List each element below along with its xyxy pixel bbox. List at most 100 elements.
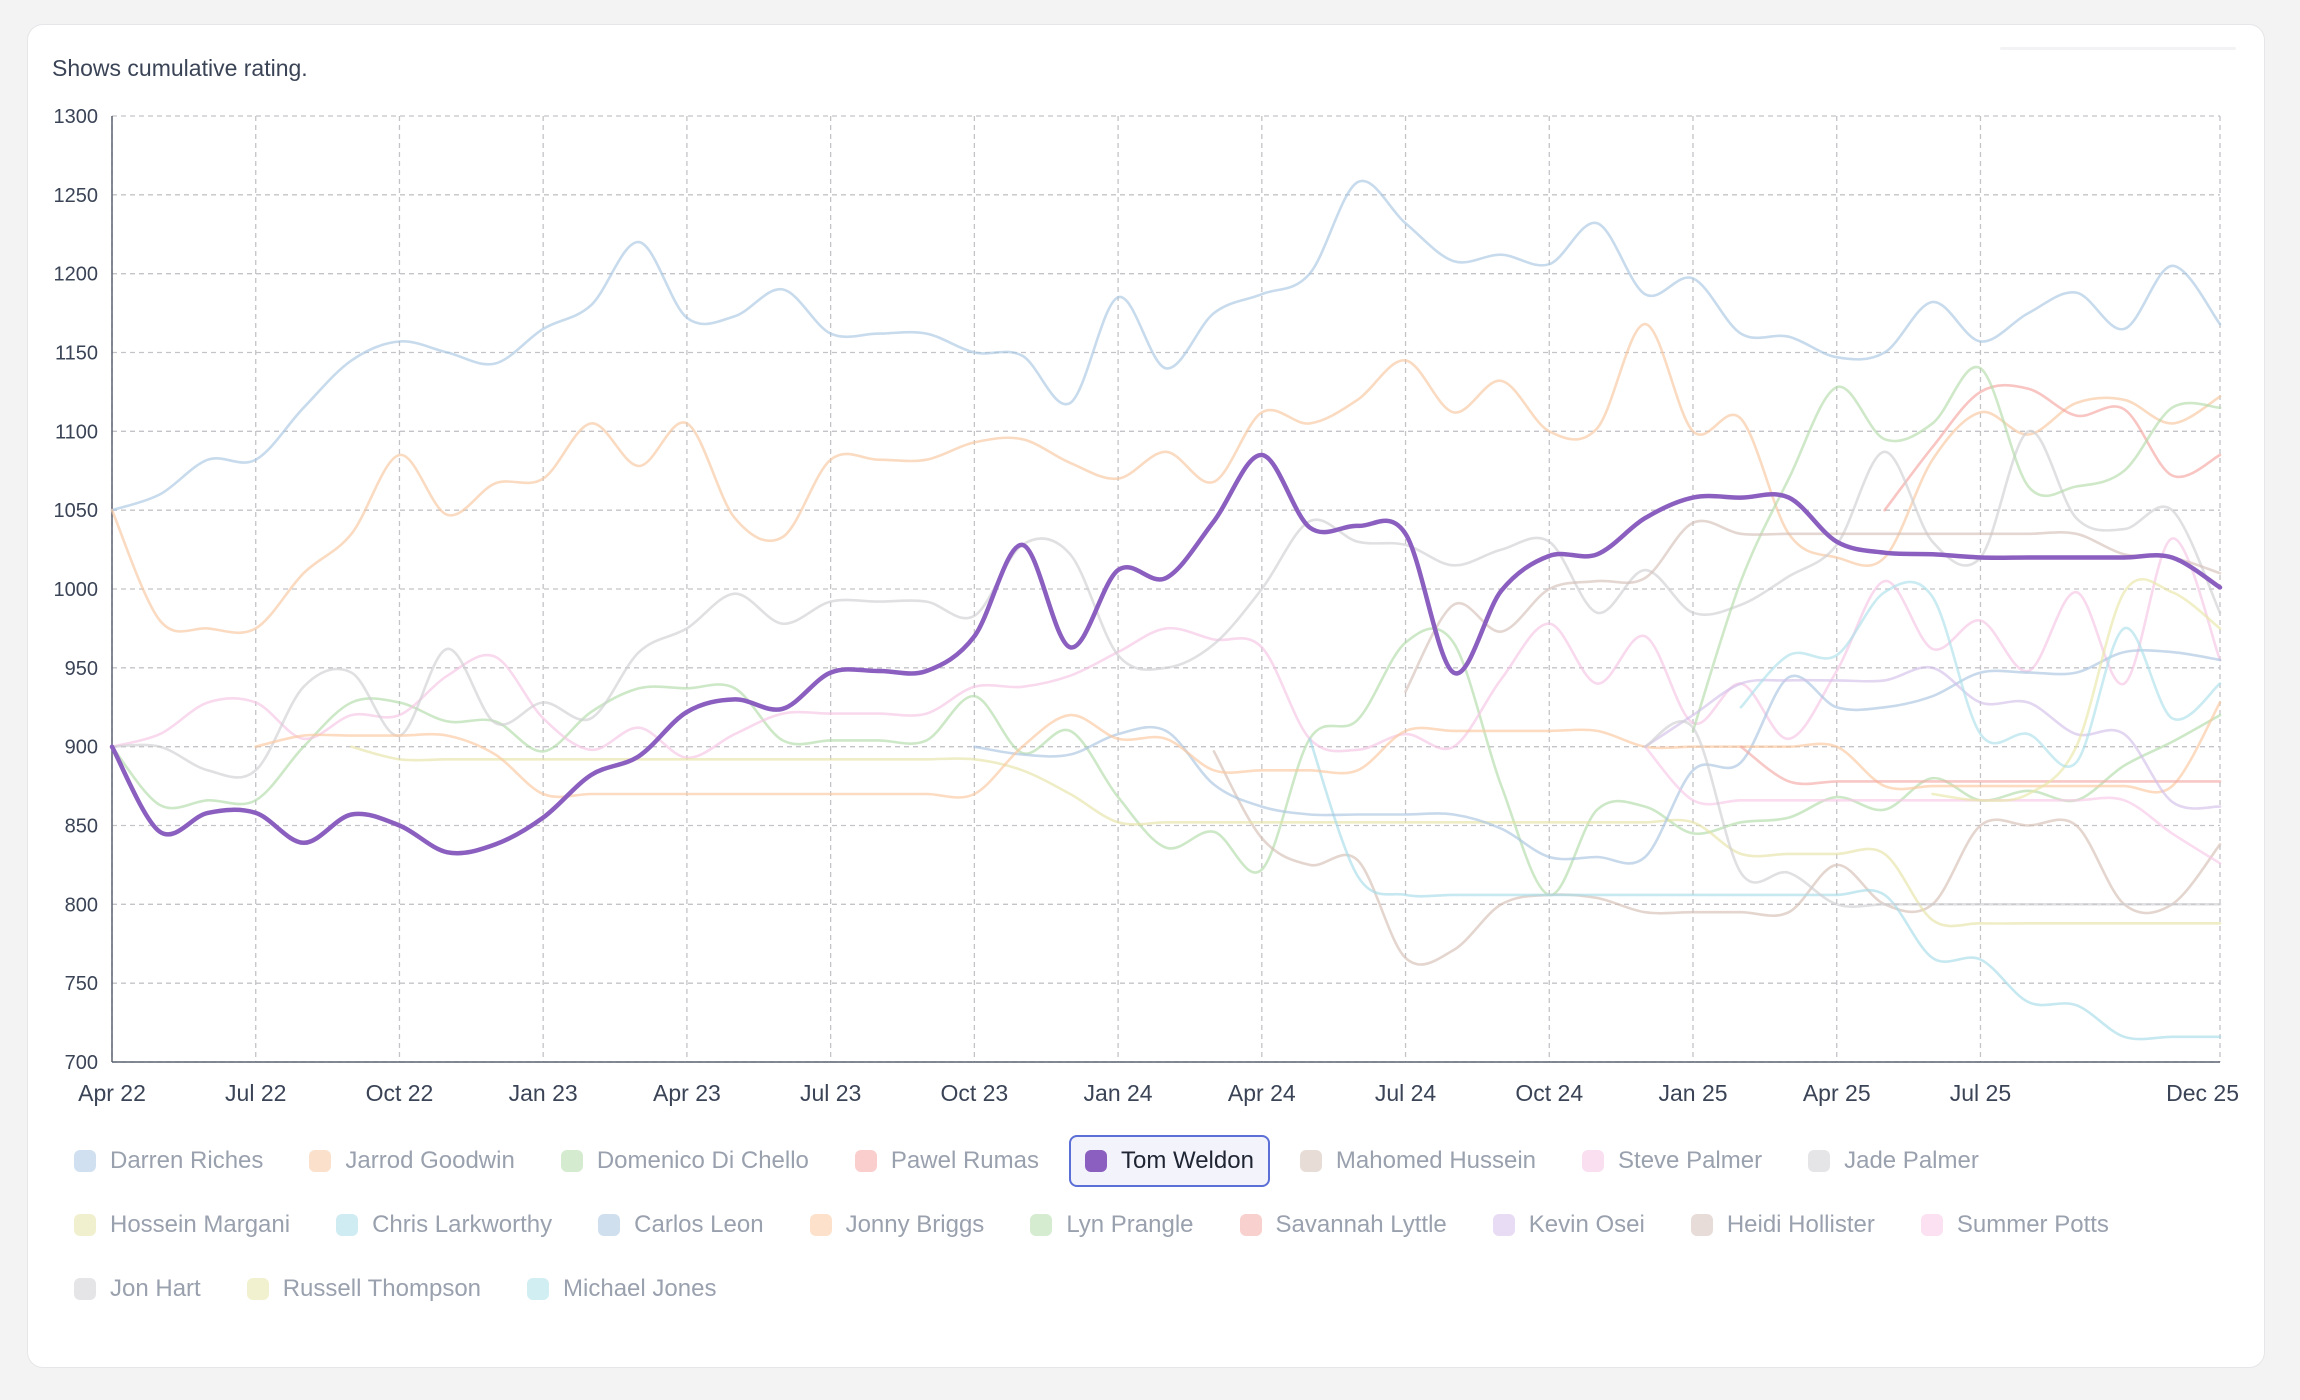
legend-swatch <box>1084 1150 1107 1172</box>
x-tick-label: Apr 22 <box>78 1080 146 1106</box>
series-line-darren-riches <box>110 179 2222 512</box>
series-line-steve-palmer <box>110 537 2222 760</box>
x-tick-label: Oct 24 <box>1515 1080 1583 1106</box>
series-line-hossein-margani <box>350 745 2222 928</box>
legend-swatch <box>1582 1150 1605 1172</box>
legend-item-jade-palmer[interactable]: Jade Palmer <box>1792 1135 1995 1187</box>
x-tick-label: Jul 24 <box>1375 1080 1437 1106</box>
legend-swatch <box>1808 1150 1831 1172</box>
legend-swatch <box>1690 1214 1713 1236</box>
x-tick-label: Jul 23 <box>800 1080 861 1106</box>
x-tick-label: Dec 25 <box>2166 1080 2239 1106</box>
legend-label: Pawel Rumas <box>890 1147 1039 1174</box>
legend-item-tom-weldon[interactable]: Tom Weldon <box>1068 1135 1270 1187</box>
legend-item-mahomed-hussein[interactable]: Mahomed Hussein <box>1284 1135 1552 1187</box>
legend-item-carlos-leon[interactable]: Carlos Leon <box>582 1199 779 1251</box>
series-line-summer-potts <box>1643 745 2222 865</box>
chart-card: Shows cumulative rating. 700 750 800 850 900… <box>27 24 2265 1368</box>
series-line-jade-palmer <box>110 429 2222 779</box>
series-line-tom-weldon <box>109 452 2223 856</box>
legend-label: Kevin Osei <box>1528 1211 1645 1238</box>
legend-swatch <box>809 1214 832 1236</box>
card-top-bar <box>2000 47 2236 50</box>
legend-item-steve-palmer[interactable]: Steve Palmer <box>1566 1135 1778 1187</box>
legend-label: Michael Jones <box>563 1275 717 1302</box>
series-line-jonny-briggs <box>254 701 2222 799</box>
chart-subtitle: Shows cumulative rating. <box>52 55 308 81</box>
x-tick-label: Apr 23 <box>653 1080 721 1106</box>
x-tick-label: Jul 22 <box>225 1080 286 1106</box>
legend-label: Chris Larkworthy <box>372 1211 553 1238</box>
legend-item-lyn-prangle[interactable]: Lyn Prangle <box>1014 1199 1209 1251</box>
legend-swatch <box>527 1278 550 1300</box>
legend-label: Hossein Margani <box>110 1211 291 1238</box>
legend-item-domenico-di-chello[interactable]: Domenico Di Chello <box>545 1135 825 1187</box>
series-line-michael-jones <box>1739 580 2222 768</box>
y-tick-label: 750 <box>65 973 98 995</box>
legend-item-jarrod-goodwin[interactable]: Jarrod Goodwin <box>293 1135 530 1187</box>
legend-item-jonny-briggs[interactable]: Jonny Briggs <box>794 1199 1001 1251</box>
legend-swatch <box>74 1150 96 1172</box>
legend-swatch <box>336 1214 359 1236</box>
legend-item-darren-riches[interactable]: Darren Riches <box>58 1135 279 1187</box>
legend-item-russell-thompson[interactable]: Russell Thompson <box>231 1263 497 1315</box>
x-tick-label: Oct 22 <box>366 1080 434 1106</box>
legend-item-michael-jones[interactable]: Michael Jones <box>511 1263 732 1315</box>
legend-item-heidi-hollister[interactable]: Heidi Hollister <box>1675 1199 1891 1251</box>
series-line-jon-hart <box>1643 719 2222 908</box>
legend-item-savannah-lyttle[interactable]: Savannah Lyttle <box>1224 1199 1463 1251</box>
legend-label: Tom Weldon <box>1120 1147 1254 1174</box>
legend-item-chris-larkworthy[interactable]: Chris Larkworthy <box>320 1199 568 1251</box>
x-tick-label: Oct 23 <box>940 1080 1008 1106</box>
y-tick-label: 950 <box>65 658 98 680</box>
series-line-savannah-lyttle <box>1739 745 2222 786</box>
legend-swatch <box>74 1278 96 1300</box>
y-tick-label: 1200 <box>54 264 99 286</box>
y-tick-label: 1300 <box>54 106 99 128</box>
legend-swatch <box>74 1214 96 1236</box>
legend-swatch <box>1239 1214 1262 1236</box>
x-tick-label: Jul 25 <box>1950 1080 2011 1106</box>
line-chart: 700 750 800 850 900 950 1000 1050 1100 1150 1200 12… <box>54 106 2240 1106</box>
legend-label: Jade Palmer <box>1844 1147 1979 1174</box>
legend-swatch <box>1920 1214 1943 1236</box>
legend-swatch <box>1492 1214 1515 1236</box>
legend-item-pawel-rumas[interactable]: Pawel Rumas <box>839 1135 1055 1187</box>
legend-label: Russell Thompson <box>282 1275 482 1302</box>
legend-swatch <box>598 1214 621 1236</box>
legend-item-summer-potts[interactable]: Summer Potts <box>1905 1199 2125 1251</box>
y-tick-label: 900 <box>65 737 98 759</box>
series-line-jarrod-goodwin <box>110 322 2222 635</box>
legend-label: Steve Palmer <box>1618 1147 1763 1174</box>
x-tick-label: Jan 23 <box>509 1080 578 1106</box>
series-line-carlos-leon <box>973 648 2222 865</box>
legend-label: Summer Potts <box>1956 1211 2109 1238</box>
legend-label: Heidi Hollister <box>1726 1211 1875 1238</box>
y-tick-label: 1250 <box>54 185 99 207</box>
legend-label: Savannah Lyttle <box>1275 1211 1447 1238</box>
legend-item-kevin-osei[interactable]: Kevin Osei <box>1477 1199 1661 1251</box>
series-line-domenico-di-chello <box>110 627 2222 897</box>
series-line-kevin-osei <box>1643 665 2222 810</box>
legend-item-jon-hart[interactable]: Jon Hart <box>58 1263 217 1315</box>
legend-item-hossein-margani[interactable]: Hossein Margani <box>58 1199 306 1251</box>
series-line-pawel-rumas <box>1883 383 2222 512</box>
chart-legend: Darren Riches Jarrod Goodwin Domenico Di C… <box>58 1135 2238 1315</box>
x-tick-label: Jan 24 <box>1084 1080 1153 1106</box>
legend-label: Domenico Di Chello <box>596 1147 809 1174</box>
y-tick-label: 800 <box>65 894 98 916</box>
legend-label: Darren Riches <box>110 1147 264 1174</box>
y-tick-label: 1100 <box>55 421 98 443</box>
x-tick-label: Apr 25 <box>1803 1080 1871 1106</box>
legend-swatch <box>560 1150 583 1172</box>
y-tick-label: 1050 <box>54 500 99 522</box>
legend-swatch <box>1299 1150 1322 1172</box>
legend-swatch <box>1030 1214 1053 1236</box>
series-line-heidi-hollister <box>1404 519 2222 693</box>
x-tick-label: Jan 25 <box>1658 1080 1727 1106</box>
legend-swatch <box>854 1150 877 1172</box>
series-line-lyn-prangle <box>1691 365 2222 733</box>
y-tick-label: 1000 <box>54 579 99 601</box>
legend-swatch <box>309 1150 332 1172</box>
legend-label: Lyn Prangle <box>1066 1211 1194 1238</box>
